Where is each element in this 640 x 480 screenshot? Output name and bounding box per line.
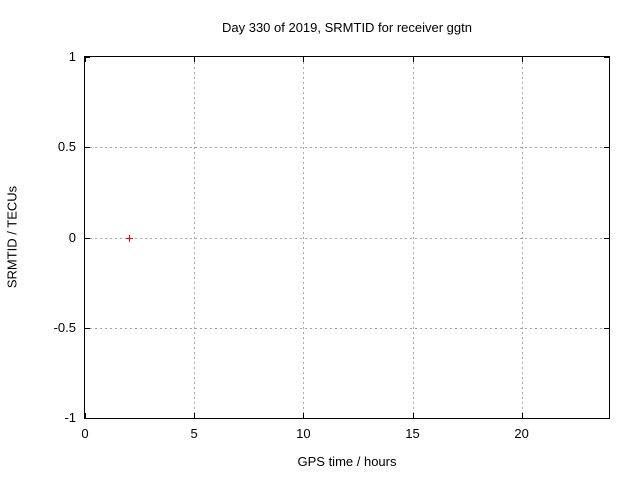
y-gridline xyxy=(85,237,609,239)
y-tick-label: 0.5 xyxy=(57,139,76,155)
x-tick-mark xyxy=(412,413,414,418)
y-tick-mark xyxy=(604,327,609,329)
x-tick-mark xyxy=(303,413,305,418)
x-tick-mark xyxy=(194,57,196,62)
y-tick-label: -1 xyxy=(64,410,76,425)
x-tick-mark xyxy=(521,57,523,62)
y-tick-mark xyxy=(85,418,90,419)
x-axis-label: GPS time / hours xyxy=(297,454,397,469)
y-tick-label: 0 xyxy=(68,229,76,245)
x-tick-mark xyxy=(303,57,305,62)
y-tick-mark xyxy=(85,147,90,149)
x-tick-mark xyxy=(194,413,196,418)
y-tick-mark xyxy=(85,57,90,58)
y-gridline xyxy=(85,147,609,149)
y-tick-mark xyxy=(604,57,609,58)
x-tick-mark xyxy=(85,57,86,62)
x-tick-mark xyxy=(521,413,523,418)
data-point-stroke-v xyxy=(128,234,130,242)
y-tick-mark xyxy=(85,237,90,239)
x-tick-label: 5 xyxy=(190,426,198,441)
x-tick-mark xyxy=(412,57,414,62)
y-tick-mark xyxy=(604,237,609,239)
x-tick-label: 0 xyxy=(81,426,89,441)
y-tick-mark xyxy=(604,147,609,149)
y-tick-label: 1 xyxy=(68,49,76,64)
data-point xyxy=(125,234,133,242)
y-tick-mark xyxy=(85,327,90,329)
plot-area: 0 5 10 15 20 -1 -0.5 0 0.5 1 xyxy=(54,49,610,441)
y-gridline xyxy=(85,327,609,329)
x-tick-label: 10 xyxy=(296,426,311,441)
y-tick-label: -0.5 xyxy=(53,319,76,335)
x-tick-mark xyxy=(85,413,86,418)
x-tick-label: 15 xyxy=(405,426,420,441)
y-tick-mark xyxy=(604,418,609,419)
chart-title: Day 330 of 2019, SRMTID for receiver ggt… xyxy=(221,20,472,35)
x-tick-label: 20 xyxy=(514,426,529,441)
